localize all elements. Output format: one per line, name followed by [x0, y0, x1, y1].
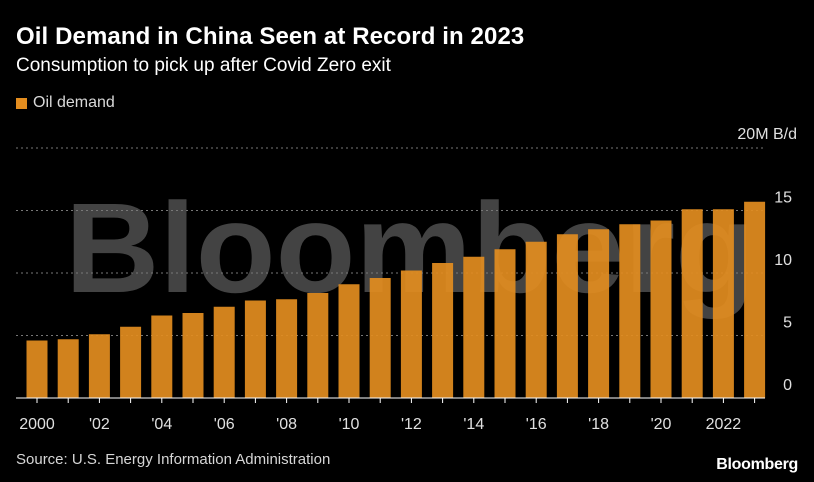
x-tick-label: '04	[151, 416, 172, 433]
bar-2005	[182, 313, 204, 398]
x-tick-label: '16	[526, 416, 547, 433]
bar-2020	[650, 220, 672, 398]
bar-2018	[588, 229, 610, 398]
y-tick-label: 10	[774, 252, 792, 269]
bar-2017	[556, 234, 578, 398]
bar-2004	[151, 315, 173, 398]
bar-2001	[57, 339, 79, 398]
bar-2022	[712, 209, 734, 398]
legend: Oil demand	[16, 94, 115, 112]
y-tick-label: 5	[783, 315, 792, 332]
x-tick-label: '08	[276, 416, 297, 433]
legend-swatch	[16, 97, 27, 109]
bar-2015	[494, 249, 516, 398]
y-tick-label: 0	[783, 377, 792, 394]
x-tick-label: 2022	[706, 416, 742, 433]
bar-2013	[432, 263, 454, 398]
bar-2000	[26, 340, 48, 398]
x-axis-ticks: 2000 '02 '04 '06 '08 '10 '12 '14 '16 '18 '20 2022	[19, 398, 756, 433]
bar-2019	[619, 224, 641, 398]
source-note: Source: U.S. Energy Information Administ…	[16, 451, 331, 468]
chart-subtitle: Consumption to pick up after Covid Zero …	[16, 55, 391, 76]
x-tick-label: '06	[214, 416, 235, 433]
bar-2023	[744, 201, 766, 398]
bar-2016	[525, 241, 547, 398]
bar-2007	[244, 300, 266, 398]
x-tick-label: '18	[588, 416, 609, 433]
bar-2009	[307, 293, 329, 398]
bar-2006	[213, 306, 235, 398]
bar-2002	[88, 334, 110, 398]
chart-title: Oil Demand in China Seen at Record in 20…	[16, 23, 525, 50]
bar-2010	[338, 284, 360, 398]
bars	[26, 201, 766, 398]
bar-2014	[463, 256, 485, 398]
bloomberg-logo: Bloomberg	[716, 456, 798, 473]
y-tick-label: 15	[774, 190, 792, 207]
x-tick-label: '20	[651, 416, 672, 433]
x-tick-label: 2000	[19, 416, 55, 433]
x-tick-label: '02	[89, 416, 110, 433]
x-tick-label: '14	[463, 416, 484, 433]
bar-2012	[400, 270, 422, 398]
x-tick-label: '10	[339, 416, 360, 433]
x-tick-label: '12	[401, 416, 422, 433]
y-axis-ticks: 0 5 10 15 20M B/d	[737, 126, 797, 394]
bar-2003	[120, 326, 142, 398]
y-tick-label: 20M B/d	[737, 126, 797, 143]
bar-2011	[369, 278, 391, 398]
legend-label: Oil demand	[33, 94, 115, 111]
bar-2021	[681, 209, 703, 398]
bar-2008	[276, 299, 298, 398]
